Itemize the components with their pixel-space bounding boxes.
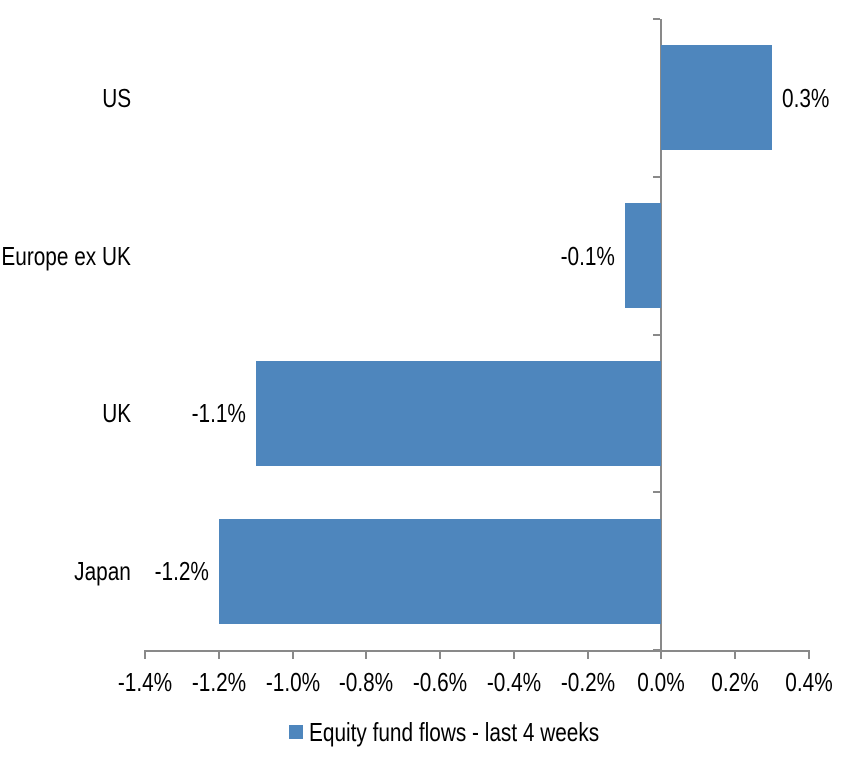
category-label-us: US	[102, 82, 131, 113]
data-label-uk: -1.1%	[191, 398, 246, 429]
legend-swatch-icon	[289, 725, 303, 739]
x-axis-tick	[586, 650, 589, 659]
x-tick-label: -0.2%	[560, 667, 615, 697]
bar-europe-ex-uk	[624, 203, 662, 309]
x-axis-tick	[734, 650, 737, 659]
bar-uk	[255, 360, 662, 466]
bar-us	[661, 45, 773, 151]
y-axis-line	[660, 19, 663, 659]
x-tick-label: -0.6%	[412, 667, 468, 697]
x-axis-tick	[512, 650, 515, 659]
category-label-uk: UK	[102, 398, 131, 429]
x-axis-tick	[144, 650, 146, 659]
x-tick-label: -1.2%	[191, 667, 246, 697]
x-tick-label: -1.0%	[265, 667, 320, 697]
x-axis-tick	[365, 650, 368, 659]
x-axis-tick	[291, 650, 294, 659]
x-tick-label: 0.2%	[711, 667, 759, 697]
x-axis-tick	[439, 650, 442, 659]
bar-japan	[218, 518, 662, 624]
y-axis-tick	[653, 649, 661, 651]
data-label-us: 0.3%	[782, 82, 830, 113]
x-tick-label: 0.4%	[785, 667, 833, 697]
y-axis-tick	[653, 491, 661, 494]
x-axis-tick	[217, 650, 220, 659]
x-tick-label: 0.0%	[637, 667, 686, 697]
x-tick-label: -1.4%	[117, 667, 173, 697]
data-label-europe-ex-uk: -0.1%	[560, 240, 615, 271]
x-axis-line	[144, 650, 810, 652]
legend-series-label: Equity fund flows - last 4 weeks	[309, 717, 600, 747]
category-label-europe-ex-uk: Europe ex UK	[1, 240, 132, 271]
category-label-japan: Japan	[74, 556, 131, 587]
y-axis-tick	[653, 175, 661, 178]
x-tick-label: -0.4%	[486, 667, 542, 697]
data-label-japan: -1.2%	[154, 556, 209, 587]
x-tick-label: -0.8%	[339, 667, 394, 697]
y-axis-tick	[653, 333, 661, 336]
x-axis-tick	[808, 650, 810, 659]
y-axis-tick	[653, 18, 661, 20]
